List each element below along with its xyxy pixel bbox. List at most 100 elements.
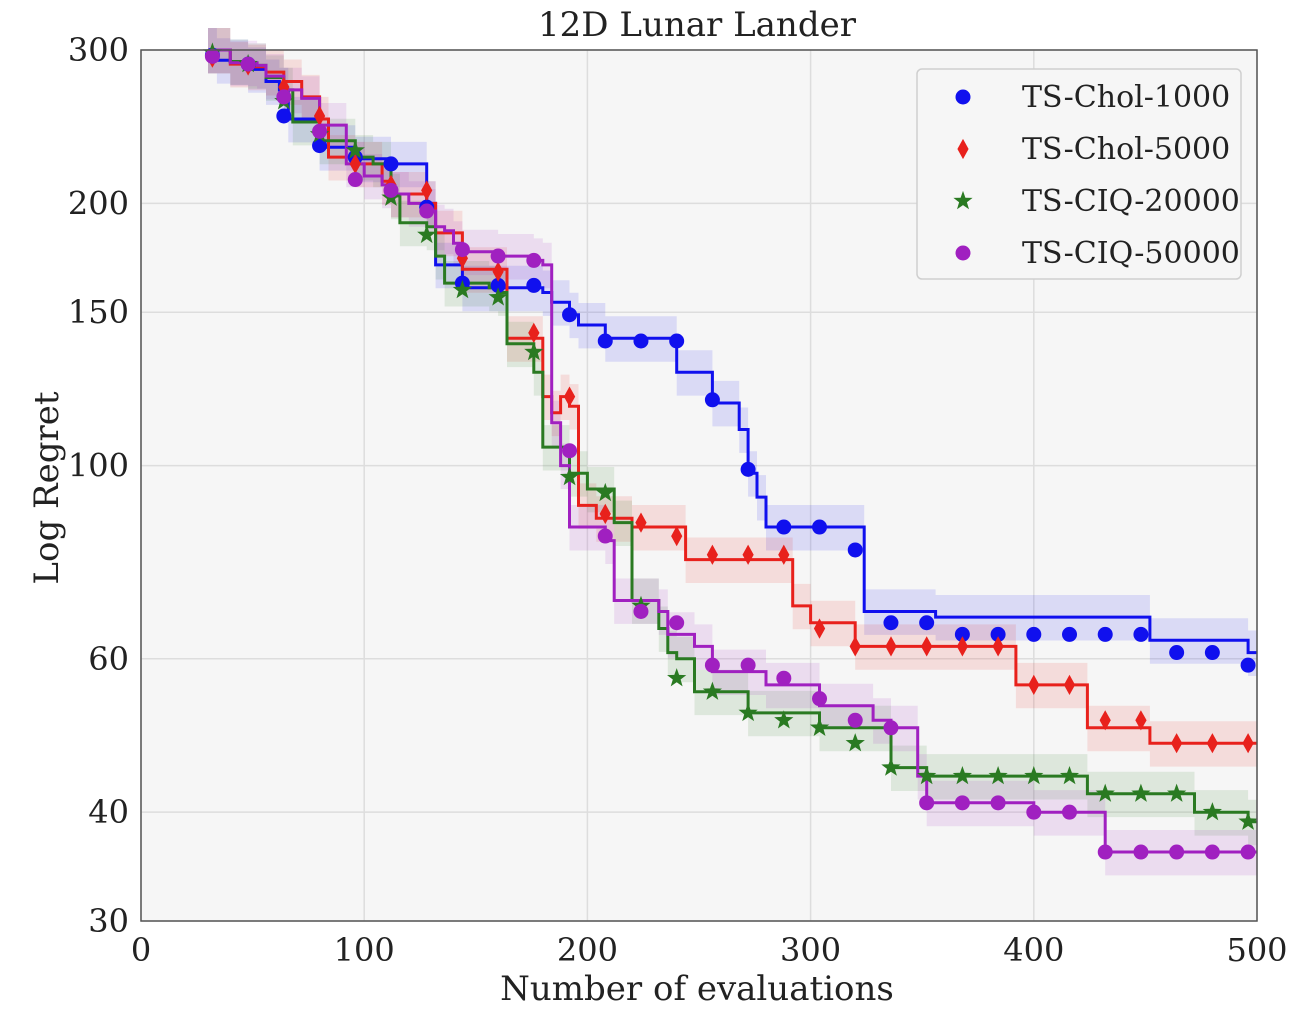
data-point-ts-ciq-50000 (240, 56, 256, 72)
data-point-ts-ciq-20000 (524, 341, 544, 361)
data-point-ts-chol-1000 (1097, 626, 1113, 642)
data-point-ts-chol-5000 (421, 180, 433, 201)
data-point-ts-ciq-20000 (417, 224, 437, 244)
data-point-ts-ciq-20000 (917, 766, 937, 785)
data-point-ts-ciq-20000 (1131, 783, 1151, 802)
data-point-ts-chol-5000 (956, 636, 968, 657)
data-point-ts-chol-5000 (1099, 710, 1111, 731)
data-point-ts-ciq-50000 (776, 670, 792, 686)
data-point-ts-ciq-20000 (488, 287, 508, 306)
data-point-ts-ciq-20000 (1024, 766, 1044, 785)
data-point-ts-ciq-20000 (988, 766, 1008, 785)
data-point-ts-chol-1000 (847, 542, 863, 558)
data-point-ts-chol-1000 (1169, 645, 1185, 661)
data-point-ts-ciq-50000 (419, 203, 435, 219)
data-point-ts-chol-5000 (349, 153, 361, 174)
data-point-ts-ciq-50000 (454, 242, 470, 258)
data-point-ts-chol-5000 (921, 636, 933, 657)
data-point-ts-chol-1000 (776, 519, 792, 535)
data-point-ts-chol-5000 (313, 105, 326, 127)
data-point-ts-ciq-50000 (1097, 844, 1113, 860)
data-point-ts-chol-1000 (883, 615, 899, 631)
data-point-ts-ciq-50000 (1169, 844, 1185, 860)
data-point-ts-ciq-20000 (845, 733, 865, 752)
y-tick-label: 150 (68, 293, 129, 331)
data-point-ts-ciq-50000 (526, 252, 542, 268)
data-point-ts-chol-5000 (1135, 710, 1147, 731)
chart-title: 12D Lunar Lander (538, 5, 857, 45)
data-point-ts-chol-1000 (954, 626, 970, 642)
data-point-ts-ciq-20000 (738, 702, 758, 722)
data-point-ts-ciq-50000 (883, 720, 899, 736)
legend-label-ts-ciq-20000: TS-CIQ-20000 (1022, 184, 1240, 219)
data-point-ts-ciq-20000 (809, 717, 830, 736)
data-point-ts-chol-5000 (671, 525, 683, 547)
data-point-ts-chol-1000 (490, 277, 506, 293)
data-point-ts-ciq-50000 (954, 795, 970, 811)
data-point-ts-ciq-50000 (276, 89, 292, 105)
series-band-ts-ciq-50000 (208, 28, 1257, 876)
data-point-ts-ciq-50000 (1240, 844, 1256, 860)
data-point-ts-chol-5000 (742, 544, 754, 565)
data-point-ts-chol-1000 (562, 307, 578, 323)
series-band-ts-chol-5000 (208, 28, 1257, 767)
x-tick-label: 400 (1003, 931, 1064, 969)
data-point-ts-ciq-50000 (633, 603, 649, 619)
y-tick-label: 60 (88, 640, 129, 678)
data-point-ts-ciq-50000 (204, 48, 220, 64)
data-point-ts-chol-1000 (1204, 645, 1220, 661)
data-point-ts-chol-5000 (849, 636, 861, 657)
data-point-ts-ciq-50000 (562, 443, 578, 459)
data-point-ts-ciq-20000 (952, 766, 972, 785)
x-tick-label: 100 (334, 931, 395, 969)
data-point-ts-ciq-20000 (1167, 783, 1187, 802)
data-point-ts-ciq-20000 (452, 280, 472, 299)
data-point-ts-chol-5000 (1242, 733, 1254, 754)
data-point-ts-ciq-50000 (740, 657, 756, 673)
data-point-ts-ciq-50000 (704, 657, 720, 673)
x-tick-label: 500 (1226, 931, 1287, 969)
data-point-ts-chol-5000 (778, 544, 790, 565)
data-point-ts-chol-1000 (1133, 626, 1149, 642)
y-tick-label: 100 (68, 447, 129, 485)
legend-marker-ts-ciq-20000 (953, 190, 973, 210)
y-tick-label: 300 (68, 31, 129, 69)
data-point-ts-chol-1000 (740, 461, 756, 477)
data-point-ts-ciq-50000 (990, 795, 1006, 811)
data-point-ts-ciq-50000 (1204, 844, 1220, 860)
data-point-ts-chol-5000 (885, 636, 897, 657)
y-axis-label: Log Regret (27, 391, 67, 584)
data-point-ts-chol-1000 (312, 138, 328, 154)
data-point-ts-ciq-20000 (345, 140, 365, 159)
data-point-ts-ciq-20000 (1238, 811, 1258, 830)
data-point-ts-ciq-20000 (881, 757, 901, 776)
data-point-ts-ciq-20000 (595, 482, 615, 502)
x-tick-label: 0 (131, 931, 151, 969)
data-point-ts-ciq-20000 (667, 668, 687, 687)
data-point-ts-chol-1000 (633, 333, 649, 349)
legend-marker-ts-chol-5000 (957, 138, 969, 160)
data-point-ts-chol-5000 (635, 512, 647, 533)
data-point-ts-chol-1000 (1026, 626, 1042, 642)
data-point-ts-chol-1000 (1062, 626, 1078, 642)
data-point-ts-ciq-50000 (1062, 804, 1078, 820)
data-point-ts-chol-1000 (1240, 657, 1256, 673)
data-point-ts-ciq-20000 (1059, 766, 1080, 785)
data-point-ts-chol-1000 (812, 519, 828, 535)
x-tick-label: 300 (780, 931, 841, 969)
legend-label-ts-ciq-50000: TS-CIQ-50000 (1022, 236, 1240, 271)
x-axis-label: Number of evaluations (500, 969, 894, 1009)
series-line-ts-chol-1000 (208, 48, 1257, 655)
data-point-ts-chol-5000 (1171, 733, 1183, 754)
data-point-ts-chol-5000 (1206, 733, 1218, 754)
data-point-ts-ciq-50000 (597, 528, 613, 544)
data-point-ts-ciq-20000 (1202, 802, 1222, 821)
y-tick-label: 30 (88, 902, 129, 940)
plot-frame (140, 49, 1258, 922)
data-point-ts-ciq-50000 (490, 248, 506, 264)
legend-marker-ts-chol-1000 (955, 89, 971, 105)
data-point-ts-ciq-50000 (919, 795, 935, 811)
y-tick-label: 40 (88, 793, 129, 831)
